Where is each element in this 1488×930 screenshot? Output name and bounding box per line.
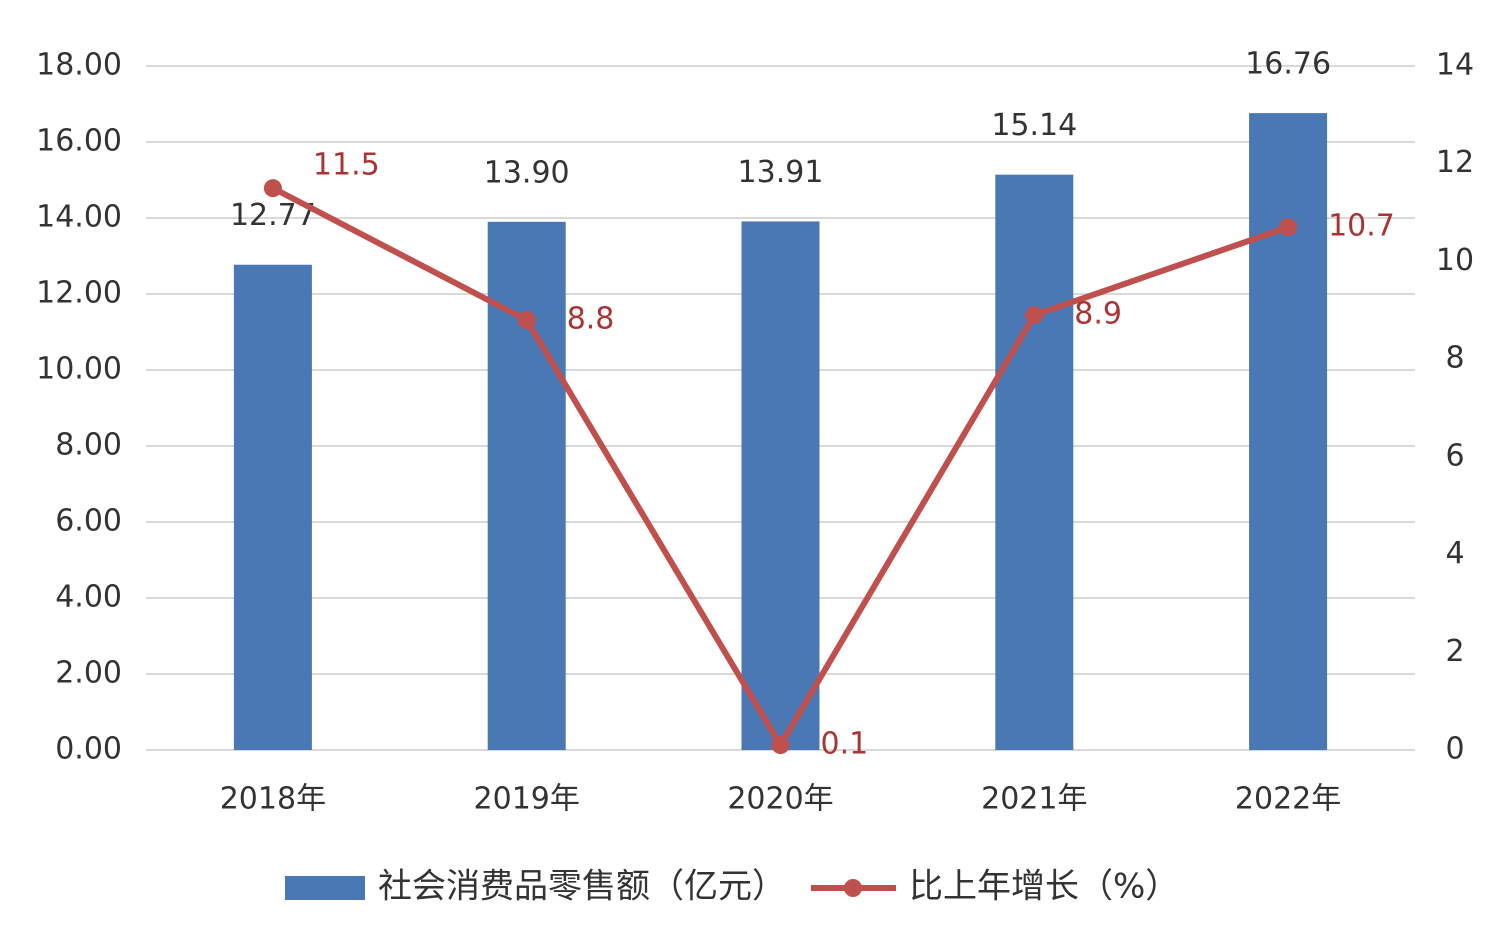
y-tick-label: 2.00 [55,656,122,691]
y2-tick-label: 6 [1445,438,1464,473]
x-tick-label: 2018年 [220,782,326,817]
line-value-label: 0.1 [821,727,869,762]
legend-marker [844,879,862,897]
x-tick-label: 2020年 [727,782,833,817]
y-tick-label: 14.00 [36,200,122,235]
bar-value-label: 13.90 [484,155,570,190]
y-tick-label: 18.00 [36,48,122,83]
bar [487,221,566,751]
line-marker [517,311,536,330]
bar [1249,113,1328,751]
bar-value-label: 13.91 [738,155,824,190]
y-tick-label: 6.00 [55,504,122,539]
line-marker [1025,306,1044,325]
bar-value-label: 15.14 [991,108,1077,143]
y-tick-label: 8.00 [55,428,122,463]
y-tick-label: 12.00 [36,276,122,311]
bar [233,264,312,750]
legend: 社会消费品零售额（亿元） 比上年增长（%） [285,867,1179,907]
y-tick-label: 0.00 [55,732,122,767]
bar [741,221,820,751]
y2-tick-label: 8 [1445,341,1464,376]
legend-label: 比上年增长（%） [909,867,1179,907]
line-value-label: 8.9 [1074,297,1122,332]
y-tick-label: 10.00 [36,352,122,387]
y2-tick-label: 14 [1436,48,1474,83]
legend-label: 社会消费品零售额（亿元） [378,867,786,907]
line-marker [1279,218,1298,237]
y2-tick-label: 12 [1436,145,1474,180]
x-tick-label: 2019年 [474,782,580,817]
line-value-label: 8.8 [567,302,615,337]
y-tick-label: 4.00 [55,580,122,615]
y2-tick-label: 10 [1436,243,1474,278]
x-tick-label: 2022年 [1235,782,1341,817]
x-tick-label: 2021年 [981,782,1087,817]
line-value-label: 10.7 [1328,209,1395,244]
line-value-label: 11.5 [313,148,380,183]
y2-tick-label: 0 [1445,732,1464,767]
y-tick-label: 16.00 [36,124,122,159]
line-marker [263,179,282,198]
y2-tick-label: 2 [1445,634,1464,669]
bar-value-label: 16.76 [1245,47,1331,82]
legend-swatch [285,876,365,900]
y2-tick-label: 4 [1445,536,1464,571]
line-marker [771,736,790,755]
bar [995,174,1074,750]
